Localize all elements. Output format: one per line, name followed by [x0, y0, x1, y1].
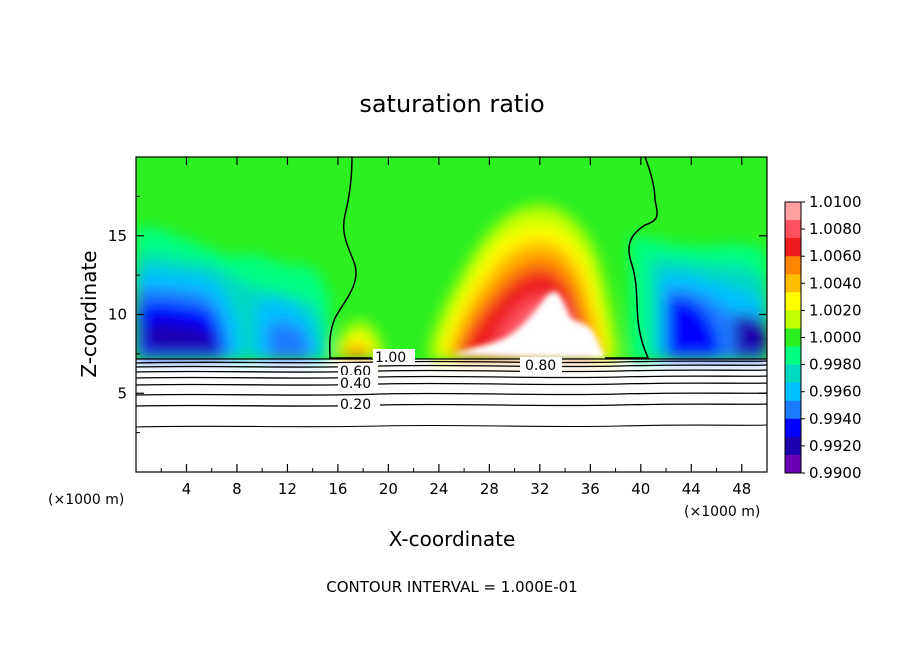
- colorbar-tick-label: 1.0000: [809, 329, 862, 347]
- colorbar-swatch: [785, 454, 801, 474]
- colorbar: 1.0100 1.0080 1.0060 1.0040 1.0020 1.0000 0.99…: [784, 193, 862, 482]
- x-unit-label-left: (×1000 m): [48, 492, 124, 508]
- colorbar-swatch: [785, 220, 801, 239]
- plot-area: [136, 157, 767, 472]
- colorbar-swatch: [785, 346, 801, 366]
- colorbar-swatch: [785, 292, 801, 311]
- colorbar-tick-label: 0.9940: [809, 410, 862, 428]
- x-tick-label: 44: [682, 480, 701, 498]
- x-tick-label: 4: [182, 480, 192, 498]
- saturation-field: [136, 157, 767, 360]
- colorbar-swatch: [785, 202, 801, 221]
- x-axis: 4 8 12 16 20 24 28 32 36 40 44 48: [160, 157, 751, 498]
- x-unit-label-right: (×1000 m): [684, 504, 760, 520]
- contour-label-0.20: 0.20: [340, 397, 371, 413]
- colorbar-tick-label: 1.0040: [809, 274, 862, 292]
- x-axis-label: X-coordinate: [389, 527, 516, 551]
- colorbar-swatch: [785, 364, 801, 384]
- lower-contour-lines: [136, 358, 767, 428]
- colorbar-tick-label: 0.9960: [809, 383, 862, 401]
- y-tick-label: 5: [117, 384, 127, 402]
- x-tick-label: 8: [232, 480, 242, 498]
- x-tick-label: 36: [581, 480, 600, 498]
- contour-label-0.80: 0.80: [525, 358, 556, 374]
- contour-line-1.00-left: [328, 157, 372, 359]
- contour-label-1.00: 1.00: [375, 350, 406, 366]
- colorbar-swatch: [785, 256, 801, 275]
- colorbar-swatch: [785, 418, 801, 438]
- contour-interval-note: CONTOUR INTERVAL = 1.000E-01: [326, 578, 577, 596]
- colorbar-tick-label: 0.9920: [809, 437, 862, 455]
- colorbar-tick-label: 1.0020: [809, 301, 862, 319]
- colorbar-tick-label: 1.0080: [809, 220, 862, 238]
- x-tick-label: 24: [429, 480, 448, 498]
- colorbar-swatch: [785, 238, 801, 257]
- contour-line-1.00-right: [605, 157, 658, 359]
- y-tick-label: 10: [108, 306, 127, 324]
- x-tick-label: 40: [631, 480, 650, 498]
- x-tick-label: 48: [732, 480, 751, 498]
- colorbar-swatch: [785, 310, 801, 329]
- colorbar-swatch: [785, 274, 801, 293]
- x-tick-label: 12: [278, 480, 297, 498]
- contour-labels: 1.00 0.80 0.60 0.40 0.20: [338, 349, 562, 413]
- colorbar-swatch: [785, 436, 801, 456]
- colorbar-tick-label: 1.0100: [809, 193, 862, 211]
- colorbar-tick-label: 0.9900: [809, 464, 862, 482]
- x-tick-label: 32: [530, 480, 549, 498]
- x-tick-label: 16: [328, 480, 347, 498]
- colorbar-swatch: [785, 328, 801, 348]
- colorbar-tick-label: 1.0060: [809, 247, 862, 265]
- y-tick-label: 15: [108, 227, 127, 245]
- y-axis-label: Z-coordinate: [77, 250, 101, 377]
- colorbar-tick-label: 0.9980: [809, 356, 862, 374]
- colorbar-swatch: [785, 400, 801, 420]
- x-tick-label: 28: [480, 480, 499, 498]
- contour-label-0.40: 0.40: [340, 376, 371, 392]
- colorbar-swatch: [785, 382, 801, 402]
- x-tick-label: 20: [379, 480, 398, 498]
- y-axis: 5 10 15: [108, 195, 767, 434]
- chart-title: saturation ratio: [359, 90, 544, 118]
